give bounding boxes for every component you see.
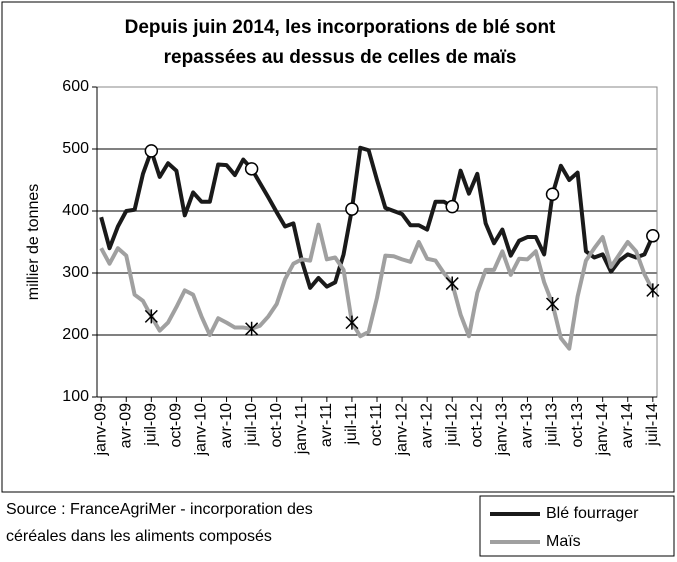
- x-tick-label: avr-10: [218, 403, 235, 448]
- point-marker: [244, 162, 259, 176]
- point-marker: [445, 199, 459, 214]
- x-tick-label: juil-14: [644, 403, 661, 447]
- y-tick-label: 600: [62, 78, 89, 95]
- source: Source : FranceAgriMer - incorporation d…: [6, 501, 313, 518]
- x-tick-label: oct-11: [368, 403, 385, 446]
- point-marker: [646, 283, 660, 298]
- x-tick-label: avr-13: [519, 403, 536, 448]
- y-tick-label: 500: [62, 140, 89, 157]
- x-tick-label: juil-10: [243, 403, 260, 447]
- x-tick-label: oct-10: [268, 403, 285, 448]
- x-tick-label: janv-13: [494, 403, 511, 457]
- plot-frame: [96, 86, 658, 398]
- point-marker: [345, 315, 359, 330]
- x-tick-label: avr-09: [117, 403, 134, 448]
- point-marker: [245, 321, 259, 336]
- y-tick-label: 200: [62, 326, 89, 343]
- point-marker: [545, 297, 560, 311]
- x-tick-label: juil-12: [443, 403, 460, 447]
- point-marker: [144, 144, 159, 158]
- x-tick-label: janv-09: [92, 403, 109, 457]
- point-marker: [445, 276, 459, 291]
- y-tick-label: 100: [62, 388, 89, 405]
- x-tick-label: oct-12: [469, 403, 486, 448]
- x-tick-label: janv-10: [193, 403, 210, 457]
- point-marker: [646, 229, 660, 243]
- point-marker: [545, 187, 560, 202]
- x-tick-label: janv-14: [594, 403, 611, 457]
- chart-border: [1, 1, 675, 493]
- x-tick-label: avr-12: [418, 403, 435, 448]
- x-tick-label: juil-11: [343, 403, 360, 446]
- x-tick-label: juil-13: [544, 403, 561, 447]
- point-marker: [345, 202, 359, 216]
- x-tick-label: oct-09: [168, 403, 185, 448]
- x-tick-label: avr-14: [619, 403, 636, 448]
- x-tick-label: janv-12: [393, 403, 410, 457]
- legend-label: Blé fourrager: [546, 505, 639, 522]
- legend-label: Maïs: [546, 533, 581, 550]
- legend: [479, 495, 675, 557]
- source: céréales dans les aliments composés: [6, 528, 272, 545]
- chart-title: Depuis juin 2014, les incorporations de …: [125, 17, 556, 38]
- y-tick-label: 400: [62, 202, 89, 219]
- x-tick-label: janv-11: [293, 403, 310, 455]
- x-tick-label: avr-11: [318, 403, 335, 447]
- point-marker: [144, 309, 158, 324]
- x-tick-label: juil-09: [143, 403, 160, 447]
- chart-title: repassées au dessus de celles de maïs: [164, 47, 517, 68]
- line-series: [99, 145, 655, 290]
- line-series: [99, 222, 655, 351]
- x-tick-label: oct-13: [569, 403, 586, 448]
- y-tick-label: 300: [62, 264, 89, 281]
- y-axis-label: millier de tonnes: [25, 184, 42, 301]
